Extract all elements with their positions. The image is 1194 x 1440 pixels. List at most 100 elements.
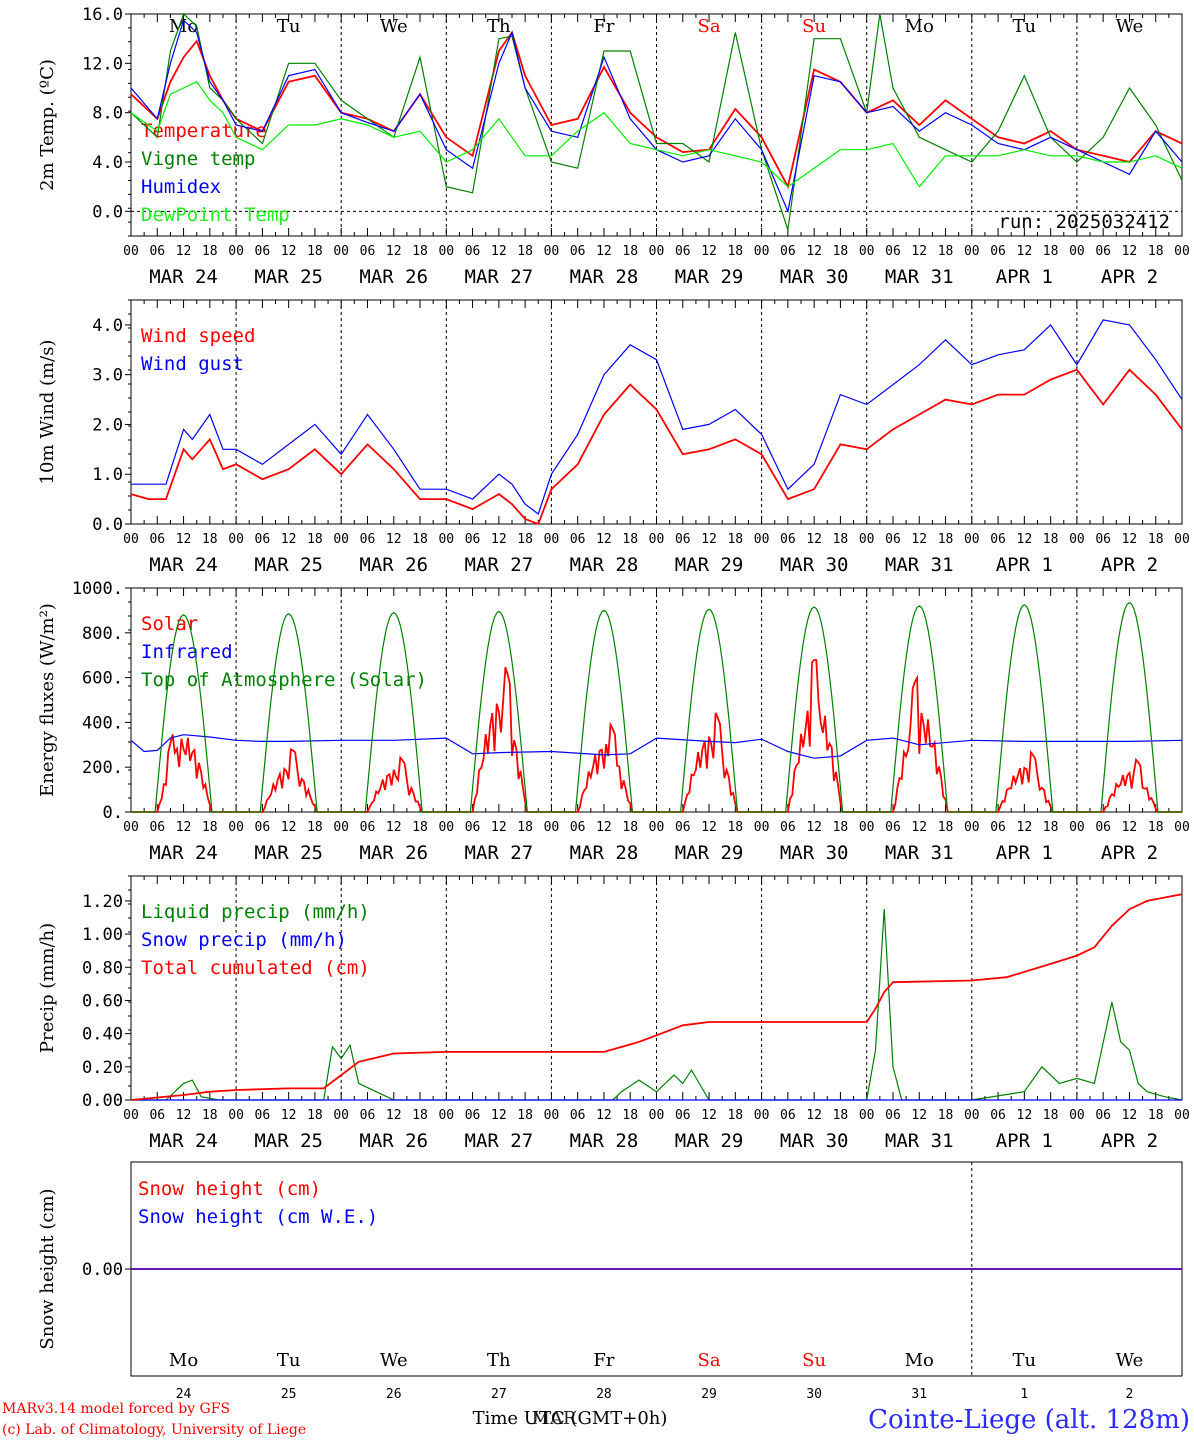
y-axis-label: 10m Wind (m/s) — [37, 340, 58, 485]
hour-tick-label: 12 — [491, 1108, 507, 1123]
hour-tick-label: 12 — [176, 532, 192, 547]
hour-tick-label: 06 — [990, 532, 1006, 547]
date-label: MAR 30 — [780, 554, 849, 576]
run-label: run: 2025032412 — [998, 211, 1170, 233]
date-label: MAR 25 — [254, 266, 323, 288]
hour-tick-label: 06 — [149, 1108, 165, 1123]
date-label: MAR 31 — [885, 842, 954, 864]
plot-frame — [130, 299, 1183, 525]
hour-tick-label: 06 — [675, 532, 691, 547]
y-tick-label: 16.0 — [82, 5, 123, 25]
hour-tick-label: 00 — [333, 1108, 349, 1123]
hour-tick-label: 06 — [1095, 532, 1111, 547]
hour-tick-label: 00 — [544, 532, 560, 547]
hour-tick-label: 12 — [596, 244, 612, 259]
day-number-label: 26 — [386, 1387, 402, 1402]
date-label: APR 1 — [996, 842, 1053, 864]
hour-tick-label: 06 — [780, 1108, 796, 1123]
hour-tick-label: 18 — [517, 820, 533, 835]
y-tick-label: 0.00 — [82, 1091, 123, 1111]
y-tick-label: 1.0 — [92, 465, 123, 485]
hour-tick-label: 00 — [228, 820, 244, 835]
hour-tick-label: 00 — [333, 532, 349, 547]
hour-tick-label: 12 — [701, 820, 717, 835]
hour-tick-label: 06 — [990, 244, 1006, 259]
hour-tick-label: 00 — [438, 532, 454, 547]
hour-tick-label: 06 — [255, 820, 271, 835]
hour-tick-label: 06 — [1095, 244, 1111, 259]
y-axis-label: Energy fluxes (W/m²) — [37, 603, 58, 797]
hour-tick-label: 00 — [123, 1108, 139, 1123]
hour-tick-label: 06 — [360, 820, 376, 835]
date-label: MAR 31 — [885, 1130, 954, 1152]
hour-tick-label: 18 — [1043, 244, 1059, 259]
day-number-label: 28 — [596, 1387, 612, 1402]
hour-tick-label: 00 — [333, 244, 349, 259]
hour-tick-label: 12 — [386, 1108, 402, 1123]
hour-tick-label: 00 — [228, 532, 244, 547]
hour-tick-label: 06 — [465, 532, 481, 547]
y-tick-label: 4.0 — [92, 316, 123, 336]
hour-tick-label: 12 — [911, 532, 927, 547]
series-line-1-4 — [130, 81, 1183, 188]
y-tick-label: 0. — [103, 803, 123, 823]
hour-tick-label: 18 — [727, 244, 743, 259]
hour-tick-label: 00 — [754, 532, 770, 547]
date-label: MAR 27 — [465, 266, 534, 288]
hour-tick-label: 00 — [859, 820, 875, 835]
hour-tick-label: 06 — [570, 820, 586, 835]
hour-tick-label: 12 — [911, 244, 927, 259]
hour-tick-label: 18 — [202, 244, 218, 259]
station-name: Cointe-Liege (alt. 128m) — [868, 1405, 1190, 1435]
hour-tick-label: 12 — [806, 244, 822, 259]
date-label: MAR 29 — [675, 1130, 744, 1152]
date-label: MAR 29 — [675, 266, 744, 288]
date-label: MAR 24 — [149, 554, 218, 576]
hour-tick-label: 18 — [202, 532, 218, 547]
hour-tick-label: 00 — [1069, 244, 1085, 259]
y-tick-label: 0.0 — [92, 202, 123, 222]
date-label: APR 2 — [1101, 554, 1158, 576]
legend-entry: Wind speed — [141, 325, 255, 347]
weekday-label: Tu — [1013, 16, 1037, 37]
hour-tick-label: 18 — [1043, 1108, 1059, 1123]
hour-tick-label: 12 — [806, 532, 822, 547]
hour-tick-label: 00 — [438, 244, 454, 259]
hour-tick-label: 12 — [491, 820, 507, 835]
series-line-1-2 — [130, 12, 1183, 230]
hour-tick-label: 00 — [544, 820, 560, 835]
date-label: MAR 30 — [780, 266, 849, 288]
hour-tick-label: 18 — [833, 820, 849, 835]
date-label: MAR 28 — [570, 842, 639, 864]
day-number-label: 2 — [1126, 1387, 1134, 1402]
hour-tick-label: 00 — [228, 1108, 244, 1123]
hour-tick-label: 18 — [307, 820, 323, 835]
hour-tick-label: 00 — [333, 820, 349, 835]
legend-entry: Wind gust — [141, 353, 244, 375]
weekday-label: Sa — [698, 1350, 721, 1371]
y-tick-label: 4.0 — [92, 153, 123, 173]
hour-tick-label: 18 — [412, 532, 428, 547]
day-number-label: 25 — [281, 1387, 297, 1402]
hour-tick-label: 12 — [386, 244, 402, 259]
panel-4: 0.00 0.20 0.40 0.60 0.80 1.00 1.20 Precip (mm/h… — [37, 875, 1190, 1152]
weekday-label: Mo — [169, 16, 198, 37]
hour-tick-label: 06 — [780, 820, 796, 835]
legend-entry: Liquid precip (mm/h) — [141, 901, 370, 923]
hour-tick-label: 06 — [149, 532, 165, 547]
hour-tick-label: 00 — [1069, 820, 1085, 835]
hour-tick-label: 00 — [859, 1108, 875, 1123]
date-label: MAR 31 — [885, 266, 954, 288]
weekday-label: Su — [802, 1350, 826, 1371]
hour-tick-label: 18 — [412, 820, 428, 835]
hour-tick-label: 00 — [964, 820, 980, 835]
weekday-label: Mo — [905, 16, 934, 37]
weekday-label: We — [380, 16, 408, 37]
series-line-4-3 — [130, 893, 1183, 1101]
hour-tick-label: 18 — [517, 532, 533, 547]
hour-tick-label: 06 — [780, 244, 796, 259]
hour-tick-label: 18 — [1148, 532, 1164, 547]
legend-entry: Humidex — [141, 176, 221, 198]
day-number-label: 31 — [911, 1387, 927, 1402]
hour-tick-label: 00 — [964, 244, 980, 259]
